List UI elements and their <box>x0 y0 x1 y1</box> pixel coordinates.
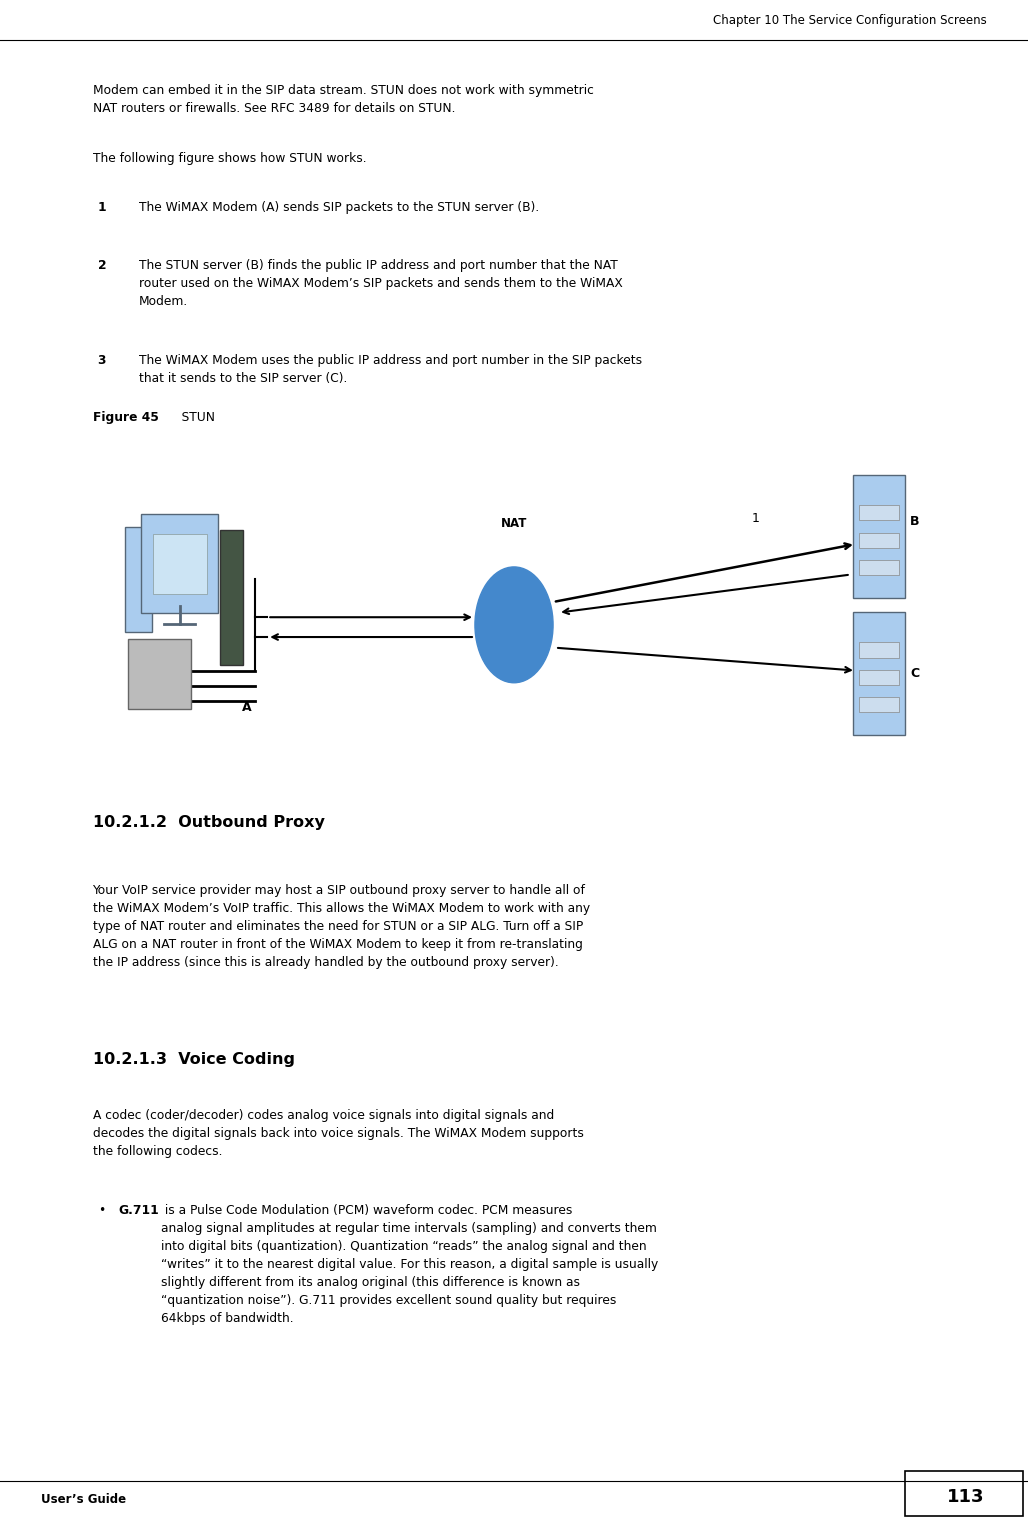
Text: A: A <box>242 701 251 715</box>
Text: 10.2.1.2  Outbound Proxy: 10.2.1.2 Outbound Proxy <box>93 815 325 831</box>
Text: C: C <box>911 668 919 680</box>
FancyBboxPatch shape <box>859 506 900 521</box>
FancyBboxPatch shape <box>127 639 191 709</box>
FancyBboxPatch shape <box>853 613 906 736</box>
Text: is a Pulse Code Modulation (PCM) waveform codec. PCM measures
analog signal ampl: is a Pulse Code Modulation (PCM) wavefor… <box>161 1204 659 1324</box>
Circle shape <box>475 567 553 683</box>
Text: Figure 45: Figure 45 <box>93 411 158 425</box>
FancyBboxPatch shape <box>853 475 906 599</box>
Text: 1: 1 <box>98 201 106 215</box>
FancyBboxPatch shape <box>859 698 900 713</box>
FancyBboxPatch shape <box>125 527 152 632</box>
Text: 3: 3 <box>98 354 106 367</box>
Text: User’s Guide: User’s Guide <box>41 1492 126 1506</box>
Text: 113: 113 <box>948 1487 985 1506</box>
Text: The WiMAX Modem uses the public IP address and port number in the SIP packets
th: The WiMAX Modem uses the public IP addre… <box>139 354 641 384</box>
Text: STUN: STUN <box>170 411 215 425</box>
Text: G.711: G.711 <box>118 1204 159 1218</box>
Text: The following figure shows how STUN works.: The following figure shows how STUN work… <box>93 152 366 166</box>
FancyBboxPatch shape <box>859 643 900 658</box>
Text: Your VoIP service provider may host a SIP outbound proxy server to handle all of: Your VoIP service provider may host a SI… <box>93 884 590 969</box>
Text: Modem can embed it in the SIP data stream. STUN does not work with symmetric
NAT: Modem can embed it in the SIP data strea… <box>93 84 593 114</box>
Text: •: • <box>98 1204 105 1218</box>
Text: NAT: NAT <box>501 517 527 530</box>
Text: Chapter 10 The Service Configuration Screens: Chapter 10 The Service Configuration Scr… <box>713 14 987 27</box>
FancyBboxPatch shape <box>220 530 243 666</box>
Text: A codec (coder/decoder) codes analog voice signals into digital signals and
deco: A codec (coder/decoder) codes analog voi… <box>93 1109 584 1158</box>
FancyBboxPatch shape <box>141 515 218 614</box>
Text: The STUN server (B) finds the public IP address and port number that the NAT
rou: The STUN server (B) finds the public IP … <box>139 259 623 308</box>
Text: 2: 2 <box>98 259 106 273</box>
Text: B: B <box>911 515 920 527</box>
Text: The WiMAX Modem (A) sends SIP packets to the STUN server (B).: The WiMAX Modem (A) sends SIP packets to… <box>139 201 539 215</box>
FancyBboxPatch shape <box>859 533 900 549</box>
FancyBboxPatch shape <box>859 561 900 576</box>
Text: 1: 1 <box>751 512 760 524</box>
FancyBboxPatch shape <box>859 671 900 686</box>
Text: 10.2.1.3  Voice Coding: 10.2.1.3 Voice Coding <box>93 1052 294 1067</box>
FancyBboxPatch shape <box>152 535 208 594</box>
FancyBboxPatch shape <box>905 1471 1023 1516</box>
